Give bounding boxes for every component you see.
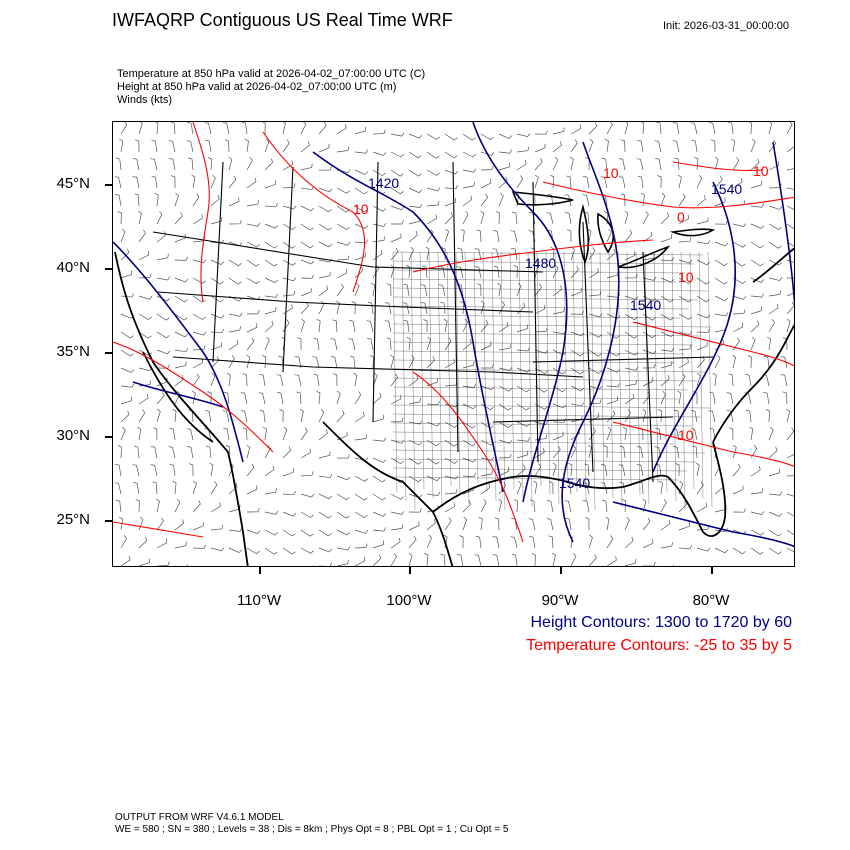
- temperature-contour-label: 10: [353, 201, 369, 217]
- lon-label: 110°W: [236, 592, 282, 609]
- lon-label: 80°W: [692, 592, 730, 609]
- temperature-contour-label: 0: [677, 209, 685, 225]
- lon-tick: [560, 567, 562, 574]
- lon-tick: [259, 567, 261, 574]
- coastlines: [114, 247, 794, 566]
- init-time: Init: 2026-03-31_00:00:00: [663, 20, 789, 32]
- lon-label: 90°W: [541, 592, 579, 609]
- temperature-contour-label: 10: [753, 163, 769, 179]
- wind-barb: [114, 122, 794, 566]
- lat-tick: [105, 520, 112, 522]
- temperature-contour-label: 10: [678, 427, 694, 443]
- temperature-contours: [113, 122, 794, 543]
- lat-label: 30°N: [56, 427, 90, 444]
- contour-label-group: 1420 1540 1480 1540 1540 10 10 0 10 10 1…: [353, 163, 769, 491]
- lon-tick: [711, 567, 713, 574]
- lat-tick: [105, 436, 112, 438]
- lat-tick: [105, 352, 112, 354]
- field-label-temperature: Temperature at 850 hPa valid at 2026-04-…: [117, 68, 426, 80]
- field-label-height: Height at 850 hPa valid at 2026-04-02_07…: [117, 81, 397, 93]
- lon-tick: [409, 567, 411, 574]
- lon-label: 100°W: [386, 592, 432, 609]
- page-title: IWFAQRP Contiguous US Real Time WRF: [112, 10, 453, 30]
- height-contour-label: 1540: [630, 297, 661, 313]
- lat-label: 35°N: [56, 343, 90, 360]
- lat-label: 40°N: [56, 259, 90, 276]
- map-canvas: 1420 1540 1480 1540 1540 10 10 0 10 10 1…: [113, 122, 794, 566]
- lat-label: 45°N: [56, 175, 90, 192]
- height-contour-label: 1480: [525, 255, 556, 271]
- field-label-winds: Winds (kts): [117, 94, 172, 106]
- lat-label: 25°N: [56, 511, 90, 528]
- height-contours: [113, 122, 794, 548]
- height-contour-label: 1420: [368, 175, 399, 191]
- wind-barbs: [114, 122, 794, 566]
- temperature-legend: Temperature Contours: -25 to 35 by 5: [526, 637, 792, 654]
- lat-tick: [105, 268, 112, 270]
- state-boundaries: [152, 161, 714, 483]
- height-legend: Height Contours: 1300 to 1720 by 60: [530, 614, 792, 631]
- temperature-contour-label: 10: [603, 165, 619, 181]
- model-config: WE = 580 ; SN = 380 ; Levels = 38 ; Dis …: [115, 824, 509, 835]
- county-boundaries: [392, 251, 713, 511]
- temperature-contour-label: 10: [678, 269, 694, 285]
- height-contour-label: 1540: [711, 181, 742, 197]
- weather-map: 1420 1540 1480 1540 1540 10 10 0 10 10 1…: [112, 121, 795, 567]
- height-contour-label: 1540: [559, 475, 590, 491]
- lat-tick: [105, 184, 112, 186]
- county-grid: [392, 251, 713, 511]
- model-info: OUTPUT FROM WRF V4.6.1 MODEL: [115, 812, 284, 823]
